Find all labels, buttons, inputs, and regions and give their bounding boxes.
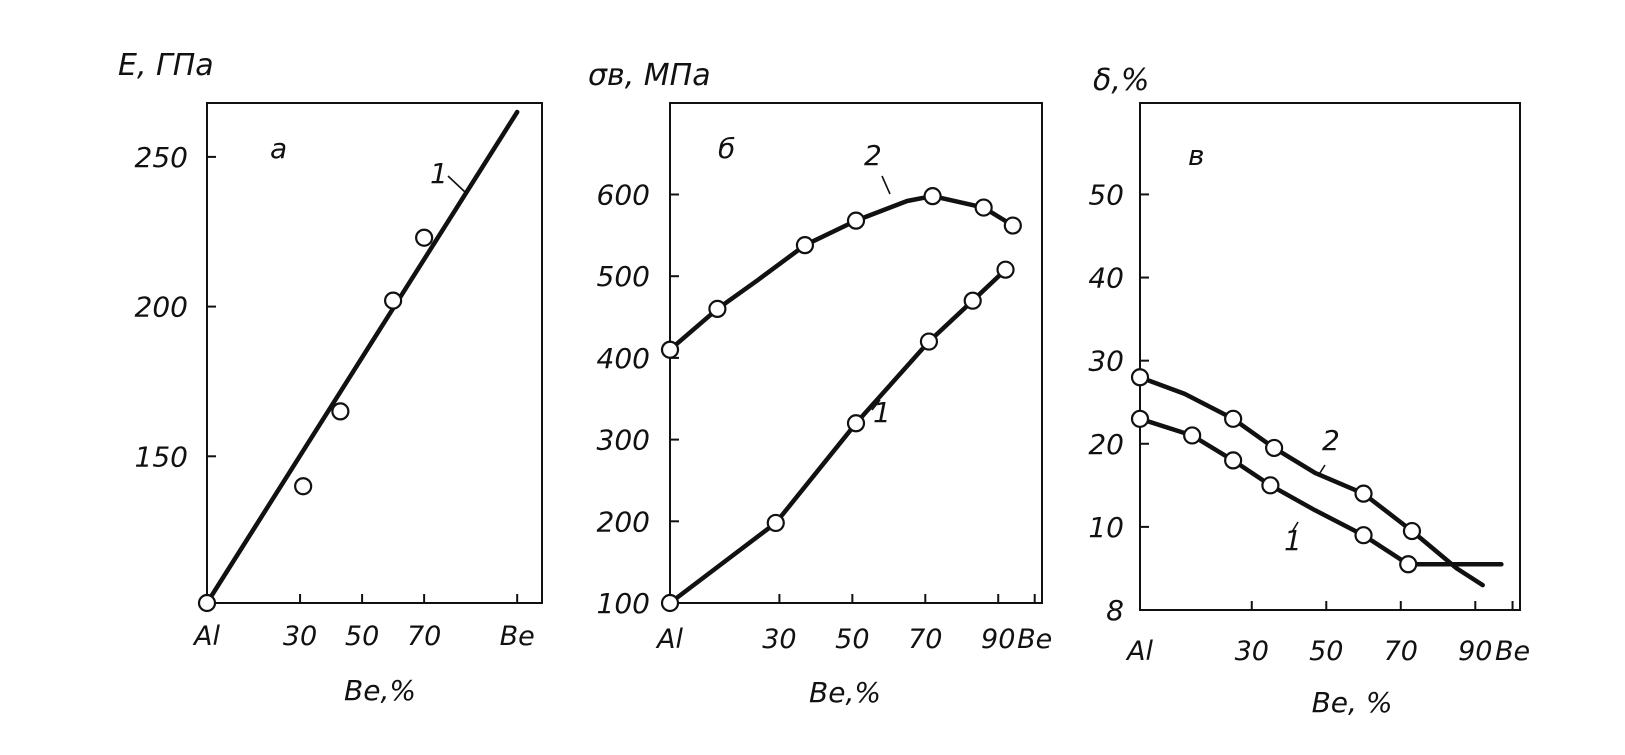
x-tick-label: 70 bbox=[908, 624, 942, 655]
data-point-1 bbox=[1399, 555, 1418, 574]
data-point-1 bbox=[996, 260, 1015, 279]
series-line-1 bbox=[204, 109, 520, 606]
series-label-1: 1 bbox=[873, 396, 891, 429]
series-line-1 bbox=[1137, 416, 1504, 567]
series-label-2: 2 bbox=[864, 139, 882, 172]
data-point-2 bbox=[923, 187, 942, 206]
x-tick-label: 70 bbox=[1384, 636, 1418, 667]
y-tick-label: 50 bbox=[1088, 178, 1124, 211]
data-point-2 bbox=[1130, 368, 1150, 387]
y-axis-label: E, ГПа bbox=[118, 48, 214, 83]
x-axis-label: Be, % bbox=[1312, 686, 1393, 719]
data-point-2 bbox=[660, 340, 680, 359]
y-axis-label: δ,% bbox=[1093, 63, 1149, 98]
data-point-1 bbox=[384, 291, 403, 310]
y-tick-label: 200 bbox=[135, 291, 188, 324]
series-line-1 bbox=[667, 267, 1008, 606]
series-label-2: 2 bbox=[1322, 424, 1340, 457]
x-tick-label: Be bbox=[1017, 624, 1052, 655]
data-point-1 bbox=[1354, 526, 1373, 545]
x-tick-label: Al bbox=[655, 624, 683, 655]
data-point-1 bbox=[197, 593, 217, 613]
data-point-1 bbox=[963, 291, 982, 310]
data-point-1 bbox=[1130, 409, 1150, 428]
x-tick-label: 70 bbox=[407, 621, 441, 652]
x-tick-label: 90 bbox=[981, 624, 1015, 655]
x-tick-label: 30 bbox=[762, 624, 796, 655]
plot-frame bbox=[206, 102, 543, 604]
data-point-1 bbox=[660, 593, 680, 613]
series-leader-1 bbox=[1291, 521, 1299, 533]
data-point-1 bbox=[331, 402, 350, 421]
x-axis-label: Be,% bbox=[344, 674, 416, 707]
panel-label: б bbox=[718, 132, 735, 165]
data-point-1 bbox=[1261, 476, 1280, 495]
y-tick-label: 300 bbox=[597, 424, 650, 457]
data-point-1 bbox=[846, 414, 866, 433]
chart-panel-1: 150 200 250 Al 30 50 70 Be E, ГПа Be,% а 1 bbox=[118, 48, 543, 707]
data-point-2 bbox=[1265, 438, 1284, 458]
data-point-2 bbox=[1224, 409, 1243, 428]
x-tick-label: Al bbox=[1125, 636, 1153, 667]
x-tick-label: Al bbox=[192, 621, 220, 652]
data-point-1 bbox=[1224, 451, 1243, 470]
x-tick-label: Be bbox=[500, 621, 535, 652]
data-point-2 bbox=[795, 236, 815, 255]
series-leader-2 bbox=[881, 175, 891, 195]
panel-label: в bbox=[1188, 139, 1205, 172]
x-tick-label: 50 bbox=[345, 621, 379, 652]
data-point-2 bbox=[846, 211, 866, 230]
data-point-2 bbox=[1003, 216, 1022, 235]
data-point-2 bbox=[1354, 484, 1373, 503]
plot-frame bbox=[1139, 102, 1521, 611]
y-tick-label: 30 bbox=[1088, 345, 1124, 378]
data-point-1 bbox=[415, 228, 434, 247]
y-tick-label: 20 bbox=[1088, 428, 1124, 461]
data-point-2 bbox=[974, 198, 993, 217]
y-tick-label: 100 bbox=[597, 587, 650, 620]
series-line-2 bbox=[1137, 375, 1485, 588]
panel-label: а bbox=[270, 132, 287, 165]
y-tick-label: 10 bbox=[1088, 511, 1124, 544]
x-tick-label: Be bbox=[1495, 636, 1530, 667]
data-point-2 bbox=[1402, 521, 1422, 541]
series-leader-1 bbox=[871, 399, 881, 411]
y-tick-label: 400 bbox=[597, 342, 650, 375]
x-tick-label: 90 bbox=[1458, 636, 1492, 667]
x-tick-label: 30 bbox=[1235, 636, 1269, 667]
x-tick-label: 50 bbox=[1309, 636, 1343, 667]
series-label-1: 1 bbox=[1284, 524, 1302, 557]
y-tick-label: 150 bbox=[135, 440, 188, 473]
x-axis-label: Be,% bbox=[809, 676, 881, 709]
y-tick-label: 200 bbox=[597, 505, 650, 538]
y-tick-label: 8 bbox=[1106, 594, 1124, 627]
data-point-1 bbox=[1183, 426, 1202, 445]
y-tick-label: 500 bbox=[597, 260, 650, 293]
data-point-1 bbox=[294, 477, 313, 496]
chart-panel-3: 8 10 20 30 40 50 Al 30 50 70 90 Be δ,% Be, % в 1 2 bbox=[1088, 63, 1530, 719]
y-axis-label: σв, МПа bbox=[588, 58, 711, 93]
data-point-1 bbox=[766, 513, 785, 533]
x-tick-label: 30 bbox=[283, 621, 317, 652]
data-point-2 bbox=[708, 299, 727, 318]
series-line-2 bbox=[667, 193, 1016, 352]
series-leader-1 bbox=[447, 175, 466, 193]
data-point-1 bbox=[919, 332, 939, 351]
chart-panel-2: 100 200 300 400 500 600 Al 30 50 70 90 Be σв, МПа Be,… bbox=[588, 58, 1052, 709]
y-tick-label: 40 bbox=[1088, 262, 1124, 295]
series-leader-2 bbox=[1317, 464, 1326, 477]
plot-frame bbox=[669, 102, 1043, 604]
y-tick-label: 600 bbox=[597, 179, 650, 212]
series-label-1: 1 bbox=[430, 157, 448, 190]
y-tick-label: 250 bbox=[135, 141, 188, 174]
x-tick-label: 50 bbox=[835, 624, 869, 655]
